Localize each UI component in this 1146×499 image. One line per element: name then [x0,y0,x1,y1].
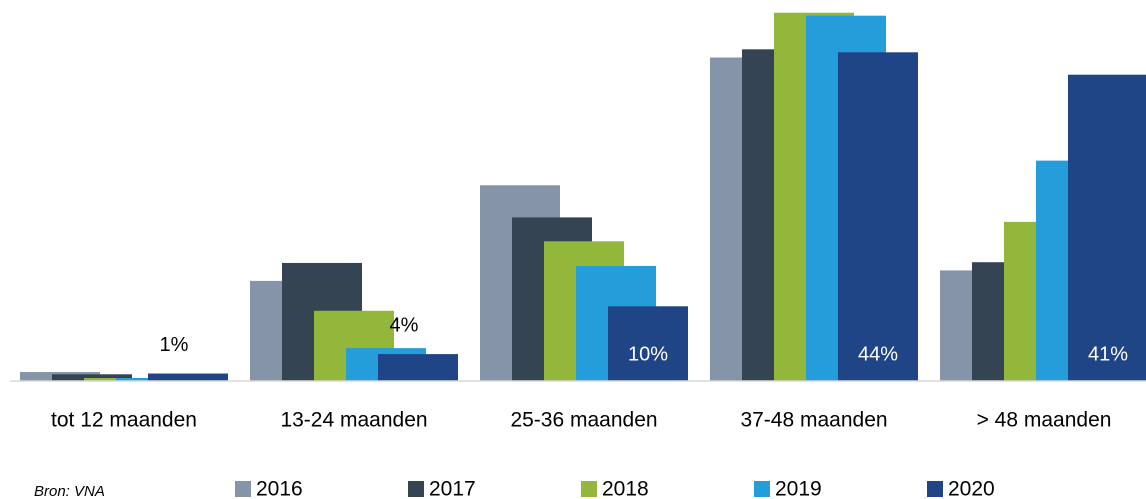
legend-swatch [754,481,770,497]
legend-label: 2018 [602,478,649,499]
legend-swatch [408,481,424,497]
value-label: 44% [858,343,898,365]
x-tick-label: > 48 maanden [977,409,1112,432]
value-label: 10% [628,343,668,365]
bar [1068,74,1146,382]
bar [378,354,458,381]
bar [148,373,228,381]
x-tick-label: 25-36 maanden [510,409,657,432]
legend-label: 2019 [775,478,822,499]
legend-label: 2020 [948,478,995,499]
value-label: 1% [160,334,189,356]
legend-swatch [927,481,943,497]
source: Bron: VNA [34,483,105,499]
bar [838,52,918,381]
legend-swatch [581,481,597,497]
legend-swatch [235,481,251,497]
bar [52,374,132,381]
x-tick-label: tot 12 maanden [51,409,197,432]
x-tick-label: 37-48 maanden [740,409,887,432]
bar [608,306,688,381]
legend-label: 2017 [429,478,476,499]
x-tick-label: 13-24 maanden [280,409,427,432]
legend-label: 2016 [256,478,303,499]
value-label: 41% [1088,343,1128,365]
value-label: 4% [390,314,419,336]
